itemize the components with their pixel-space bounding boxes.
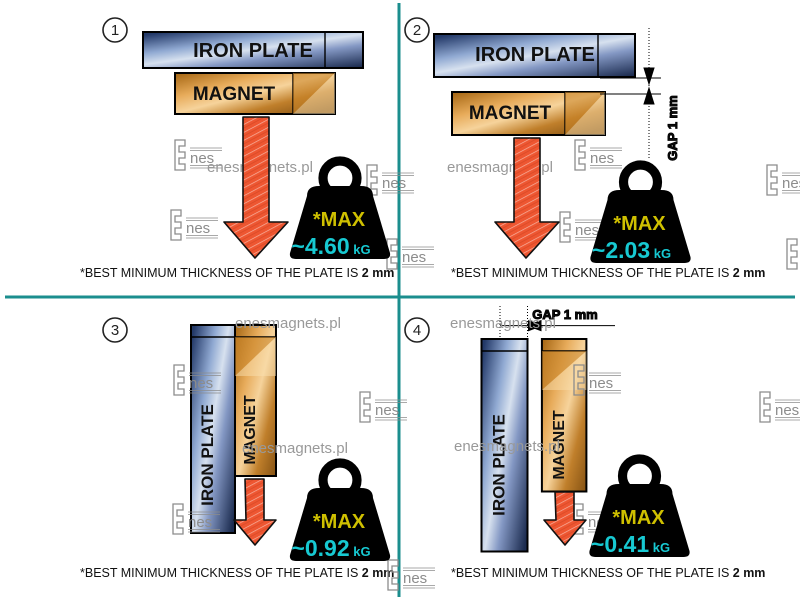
svg-text:1: 1 xyxy=(111,22,119,39)
svg-text:IRON PLATE: IRON PLATE xyxy=(475,44,595,66)
svg-text:*BEST MINIMUM THICKNESS OF THE: *BEST MINIMUM THICKNESS OF THE PLATE IS … xyxy=(451,266,765,280)
svg-text:MAGNET: MAGNET xyxy=(193,84,276,105)
svg-text:*MAX: *MAX xyxy=(313,209,366,231)
svg-text:*BEST MINIMUM THICKNESS OF THE: *BEST MINIMUM THICKNESS OF THE PLATE IS … xyxy=(451,566,765,580)
svg-text:4: 4 xyxy=(413,322,421,339)
svg-text:enesmagnets.pl: enesmagnets.pl xyxy=(242,440,348,457)
svg-text:3: 3 xyxy=(111,322,119,339)
svg-text:2: 2 xyxy=(413,22,421,39)
svg-text:*MAX: *MAX xyxy=(612,507,665,529)
svg-text:GAP 1 mm: GAP 1 mm xyxy=(665,95,680,161)
svg-text:IRON PLATE: IRON PLATE xyxy=(490,414,509,516)
svg-text:IRON PLATE: IRON PLATE xyxy=(198,404,217,506)
svg-text:IRON PLATE: IRON PLATE xyxy=(193,40,313,62)
svg-text:enesmagnets.pl: enesmagnets.pl xyxy=(454,438,560,455)
svg-text:*BEST MINIMUM THICKNESS OF THE: *BEST MINIMUM THICKNESS OF THE PLATE IS … xyxy=(80,566,394,580)
svg-text:enesmagnets.pl: enesmagnets.pl xyxy=(450,315,556,332)
svg-text:enesmagnets.pl: enesmagnets.pl xyxy=(235,315,341,332)
svg-text:*MAX: *MAX xyxy=(313,511,366,533)
svg-text:*BEST MINIMUM THICKNESS OF THE: *BEST MINIMUM THICKNESS OF THE PLATE IS … xyxy=(80,266,394,280)
svg-text:*MAX: *MAX xyxy=(613,213,666,235)
svg-text:MAGNET: MAGNET xyxy=(469,103,552,124)
